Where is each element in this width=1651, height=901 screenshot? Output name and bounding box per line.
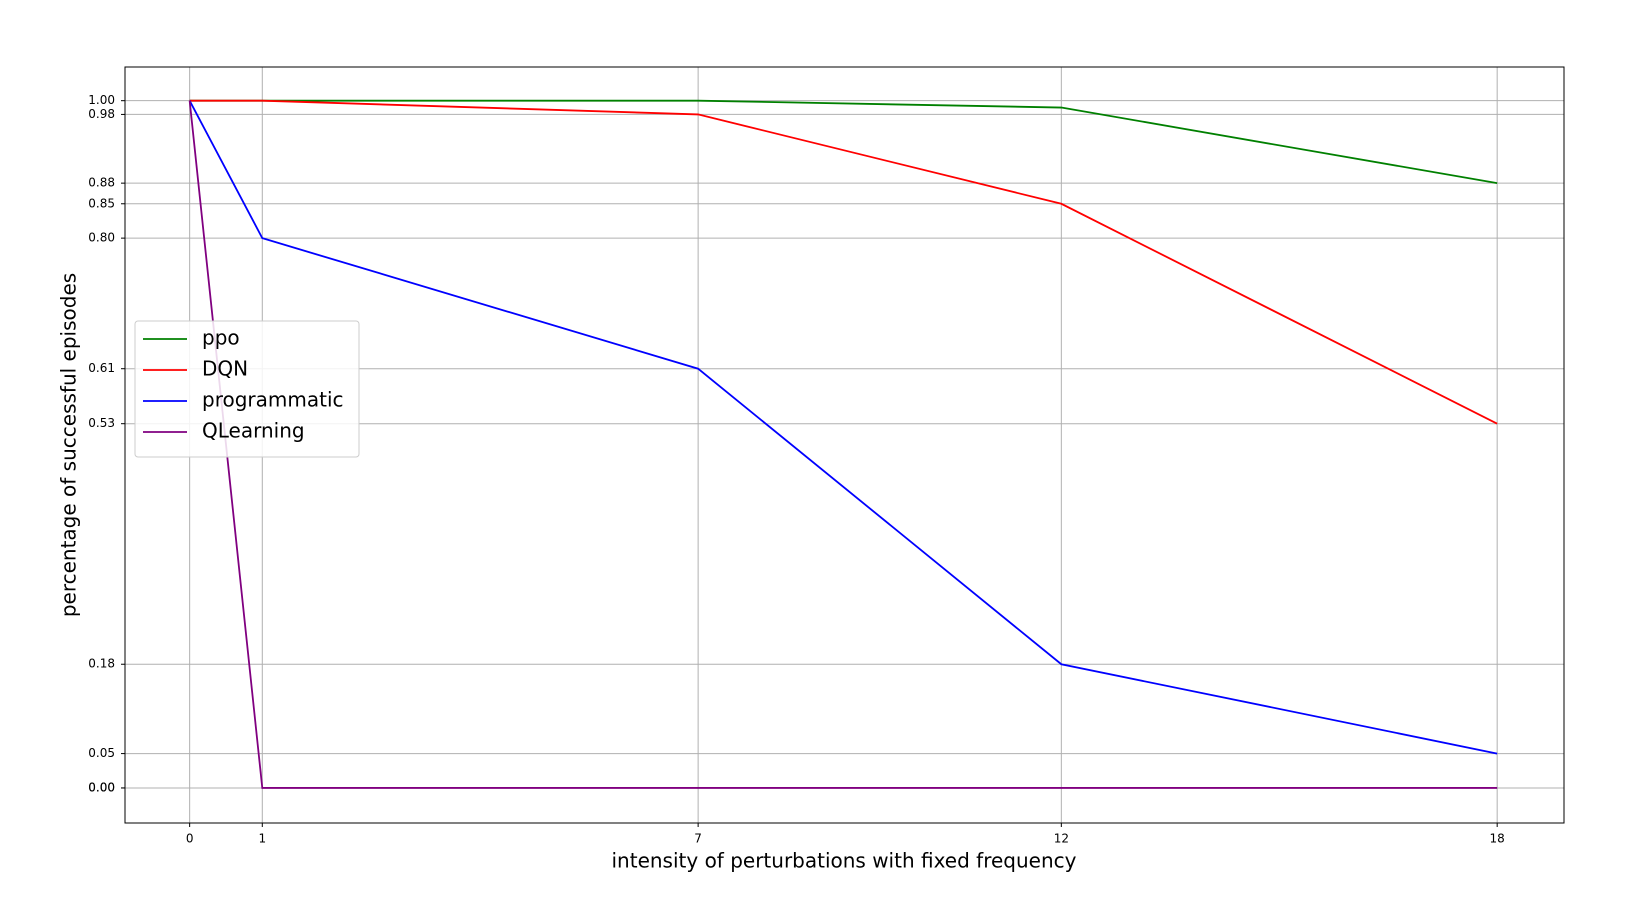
x-tick-label: 0 [186, 832, 194, 846]
line-series [189, 99, 1498, 185]
legend-label: DQN [202, 357, 248, 381]
x-axis-label: intensity of perturbations with fixed fr… [612, 849, 1077, 873]
x-tick-label: 7 [694, 832, 702, 846]
y-tick-label: 0.05 [88, 746, 115, 760]
legend-label: programmatic [202, 388, 344, 412]
y-tick-label: 0.53 [88, 416, 115, 430]
line-series [189, 99, 1498, 425]
legend-box [134, 320, 360, 458]
y-axis-label: percentage of successful episodes [57, 273, 81, 617]
x-tick-label: 18 [1490, 832, 1505, 846]
y-tick-label: 0.88 [88, 176, 115, 190]
legend-label: ppo [202, 326, 240, 350]
plot-frame [124, 66, 1565, 824]
y-tick-label: 0.00 [88, 780, 115, 794]
y-tick-label: 0.98 [88, 107, 115, 121]
y-tick-label: 0.85 [88, 196, 115, 210]
y-tick-label: 0.80 [88, 231, 115, 245]
y-tick-label: 0.00 [88, 780, 115, 794]
x-tick-label: 12 [1054, 832, 1069, 846]
line-series [188, 100, 1498, 755]
y-tick-label: 0.61 [88, 361, 115, 375]
x-tick-label: 1 [258, 832, 266, 846]
y-tick-label: 1.00 [88, 93, 115, 107]
y-tick-label: 0.18 [88, 657, 115, 671]
line-series [188, 100, 1498, 789]
legend-label: QLearning [202, 419, 305, 443]
